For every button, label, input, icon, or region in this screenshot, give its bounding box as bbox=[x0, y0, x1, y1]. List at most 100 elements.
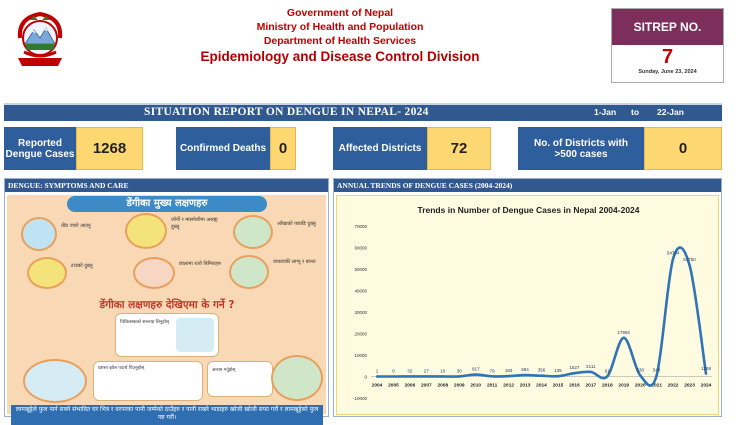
care-fluids-text: प्रशस्त झोल पदार्थ पिउनुहोस् bbox=[98, 366, 145, 371]
x-tick-label: 2024 bbox=[701, 383, 712, 389]
y-tick-label: -10000 bbox=[353, 396, 368, 401]
data-point bbox=[540, 374, 543, 377]
y-tick-label: 10000 bbox=[354, 353, 367, 358]
sitrep-date: Sunday, June 23, 2024 bbox=[638, 69, 697, 75]
y-tick-label: 60000 bbox=[354, 246, 367, 251]
stat-value-reported-cases: 1268 bbox=[76, 127, 143, 170]
poster-title: डेंगीका मुख्य लक्षणहरु bbox=[67, 196, 267, 212]
x-tick-label: 2007 bbox=[421, 383, 432, 389]
doctor-icon bbox=[176, 318, 214, 352]
x-tick-label: 2023 bbox=[684, 383, 695, 389]
poster-subtitle: डेंगीका लक्षणहरु देखिएमा के गर्ने ? bbox=[99, 299, 235, 311]
trend-chart: 70000 60000 50000 40000 30000 20000 10000 0 -100… bbox=[353, 224, 712, 401]
stat-label-districts-over-500: No. of Districts with >500 cases bbox=[518, 127, 644, 170]
header-division: Epidemiology and Disease Control Divisio… bbox=[200, 49, 480, 64]
y-tick-label: 40000 bbox=[354, 289, 367, 294]
data-point bbox=[606, 375, 609, 378]
data-point bbox=[704, 372, 708, 375]
x-tick-label: 2019 bbox=[618, 383, 629, 389]
poster-footer: लामखुट्टेले फुल पार्न सक्ने संभावित घर भ… bbox=[11, 405, 323, 425]
trends-panel: ANNUAL TRENDS OF DENGUE CASES (2004-2024… bbox=[333, 178, 722, 417]
headache-icon bbox=[27, 257, 67, 289]
data-label: 10 bbox=[440, 368, 446, 373]
x-tick-label: 2015 bbox=[553, 383, 564, 389]
y-tick-label: 50000 bbox=[354, 267, 367, 272]
stat-value-districts-over-500: 0 bbox=[644, 127, 722, 170]
care-doctor-text: चिकित्सकको सल्लाह लिनुहोस् bbox=[120, 320, 169, 325]
x-tick-label: 2004 bbox=[372, 383, 383, 389]
data-point bbox=[425, 375, 428, 378]
data-label: 27 bbox=[424, 368, 430, 373]
data-point bbox=[622, 336, 625, 340]
care-doctor: चिकित्सकको सल्लाह लिनुहोस् bbox=[115, 313, 219, 357]
symptom-eye-pain: आँखाको पछाडि दुख्नु bbox=[233, 215, 323, 251]
date-to-word: to bbox=[631, 107, 640, 117]
x-tick-label: 2013 bbox=[520, 383, 531, 389]
data-label: 2111 bbox=[586, 364, 596, 369]
data-label: 0 bbox=[392, 369, 395, 374]
rash-icon bbox=[133, 257, 175, 289]
x-tick-label: 2006 bbox=[405, 383, 416, 389]
symptom-joint-pain-text: जोर्नी र मांसपेशीमा असह्य दुख्नु bbox=[171, 217, 218, 230]
x-tick-label: 2010 bbox=[470, 383, 481, 389]
date-from: 1-Jan bbox=[594, 107, 617, 117]
data-label: 183 bbox=[505, 368, 513, 373]
data-point bbox=[655, 374, 658, 377]
chart-area: Trends in Number of Dengue Cases in Nepa… bbox=[336, 195, 719, 415]
data-point bbox=[507, 374, 510, 378]
header-department: Department of Health Services bbox=[263, 35, 417, 47]
rest-icon bbox=[23, 359, 87, 403]
data-label: 356 bbox=[538, 368, 546, 373]
x-tick-label: 2017 bbox=[586, 383, 597, 389]
data-label: 17992 bbox=[617, 330, 630, 335]
header-government: Government of Nepal bbox=[286, 7, 394, 19]
joint-pain-icon bbox=[125, 213, 167, 249]
x-tick-label: 2014 bbox=[536, 383, 547, 389]
stat-value-affected-districts: 72 bbox=[427, 127, 491, 170]
data-label: 51750 bbox=[683, 257, 696, 262]
data-point bbox=[392, 375, 395, 378]
symptom-rash-text: छालामा रातो बिमिराहरु bbox=[179, 261, 221, 267]
symptoms-panel: DENGUE: SYMPTOMS AND CARE डेंगीका मुख्य … bbox=[4, 178, 329, 425]
date-to: 22-Jan bbox=[657, 107, 684, 117]
x-tick-label: 2022 bbox=[668, 383, 679, 389]
data-point bbox=[441, 375, 444, 378]
data-label: 917 bbox=[472, 367, 480, 372]
report-title-bar: SITUATION REPORT ON DENGUE IN NEPAL- 202… bbox=[4, 103, 722, 121]
y-tick-label: 0 bbox=[364, 375, 367, 380]
x-tick-label: 2008 bbox=[437, 383, 448, 389]
data-label: 135 bbox=[554, 368, 562, 373]
sitrep-number: 7 bbox=[661, 46, 674, 68]
stat-label-reported-cases: Reported Dengue Cases bbox=[4, 127, 76, 170]
symptom-vomiting-text: वाकवाकी लाग्नु र बान्ता bbox=[273, 259, 316, 265]
y-tick-label: 30000 bbox=[354, 310, 367, 315]
symptom-fever-text: तीव्र ज्वरो आउनु bbox=[61, 223, 91, 229]
x-tick-label: 2012 bbox=[503, 383, 514, 389]
data-point bbox=[490, 375, 494, 378]
data-label: 30 bbox=[457, 368, 463, 373]
symptom-headache: टाउको दुख्नु bbox=[27, 257, 117, 291]
symptom-eye-pain-text: आँखाको पछाडि दुख्नु bbox=[277, 221, 316, 227]
data-label: 54784 bbox=[667, 251, 680, 256]
x-tick-label: 2021 bbox=[651, 383, 662, 389]
stat-label-affected-districts: Affected Districts bbox=[333, 127, 427, 170]
stat-label-confirmed-deaths: Confirmed Deaths bbox=[176, 127, 270, 170]
data-label: 79 bbox=[490, 368, 496, 373]
data-point bbox=[671, 257, 675, 260]
x-tick-label: 2018 bbox=[602, 383, 613, 389]
nepal-emblem-icon bbox=[10, 8, 70, 72]
symptom-joint-pain: जोर्नी र मांसपेशीमा असह्य दुख्नु bbox=[125, 213, 220, 251]
sitrep-label: SITREP NO. bbox=[612, 9, 723, 45]
series-line bbox=[376, 246, 708, 387]
symptom-rash: छालामा रातो बिमिराहरु bbox=[133, 257, 223, 291]
data-label: 540 bbox=[653, 367, 661, 372]
x-tick-label: 2005 bbox=[388, 383, 399, 389]
symptom-headache-text: टाउको दुख्नु bbox=[71, 263, 93, 269]
data-point bbox=[688, 264, 691, 267]
data-point bbox=[474, 373, 477, 376]
vomiting-icon bbox=[229, 255, 269, 289]
sitrep-box: SITREP NO. 7 Sunday, June 23, 2024 bbox=[611, 8, 724, 83]
hospital-icon bbox=[271, 355, 323, 401]
data-point bbox=[408, 375, 412, 378]
data-point bbox=[523, 373, 527, 377]
